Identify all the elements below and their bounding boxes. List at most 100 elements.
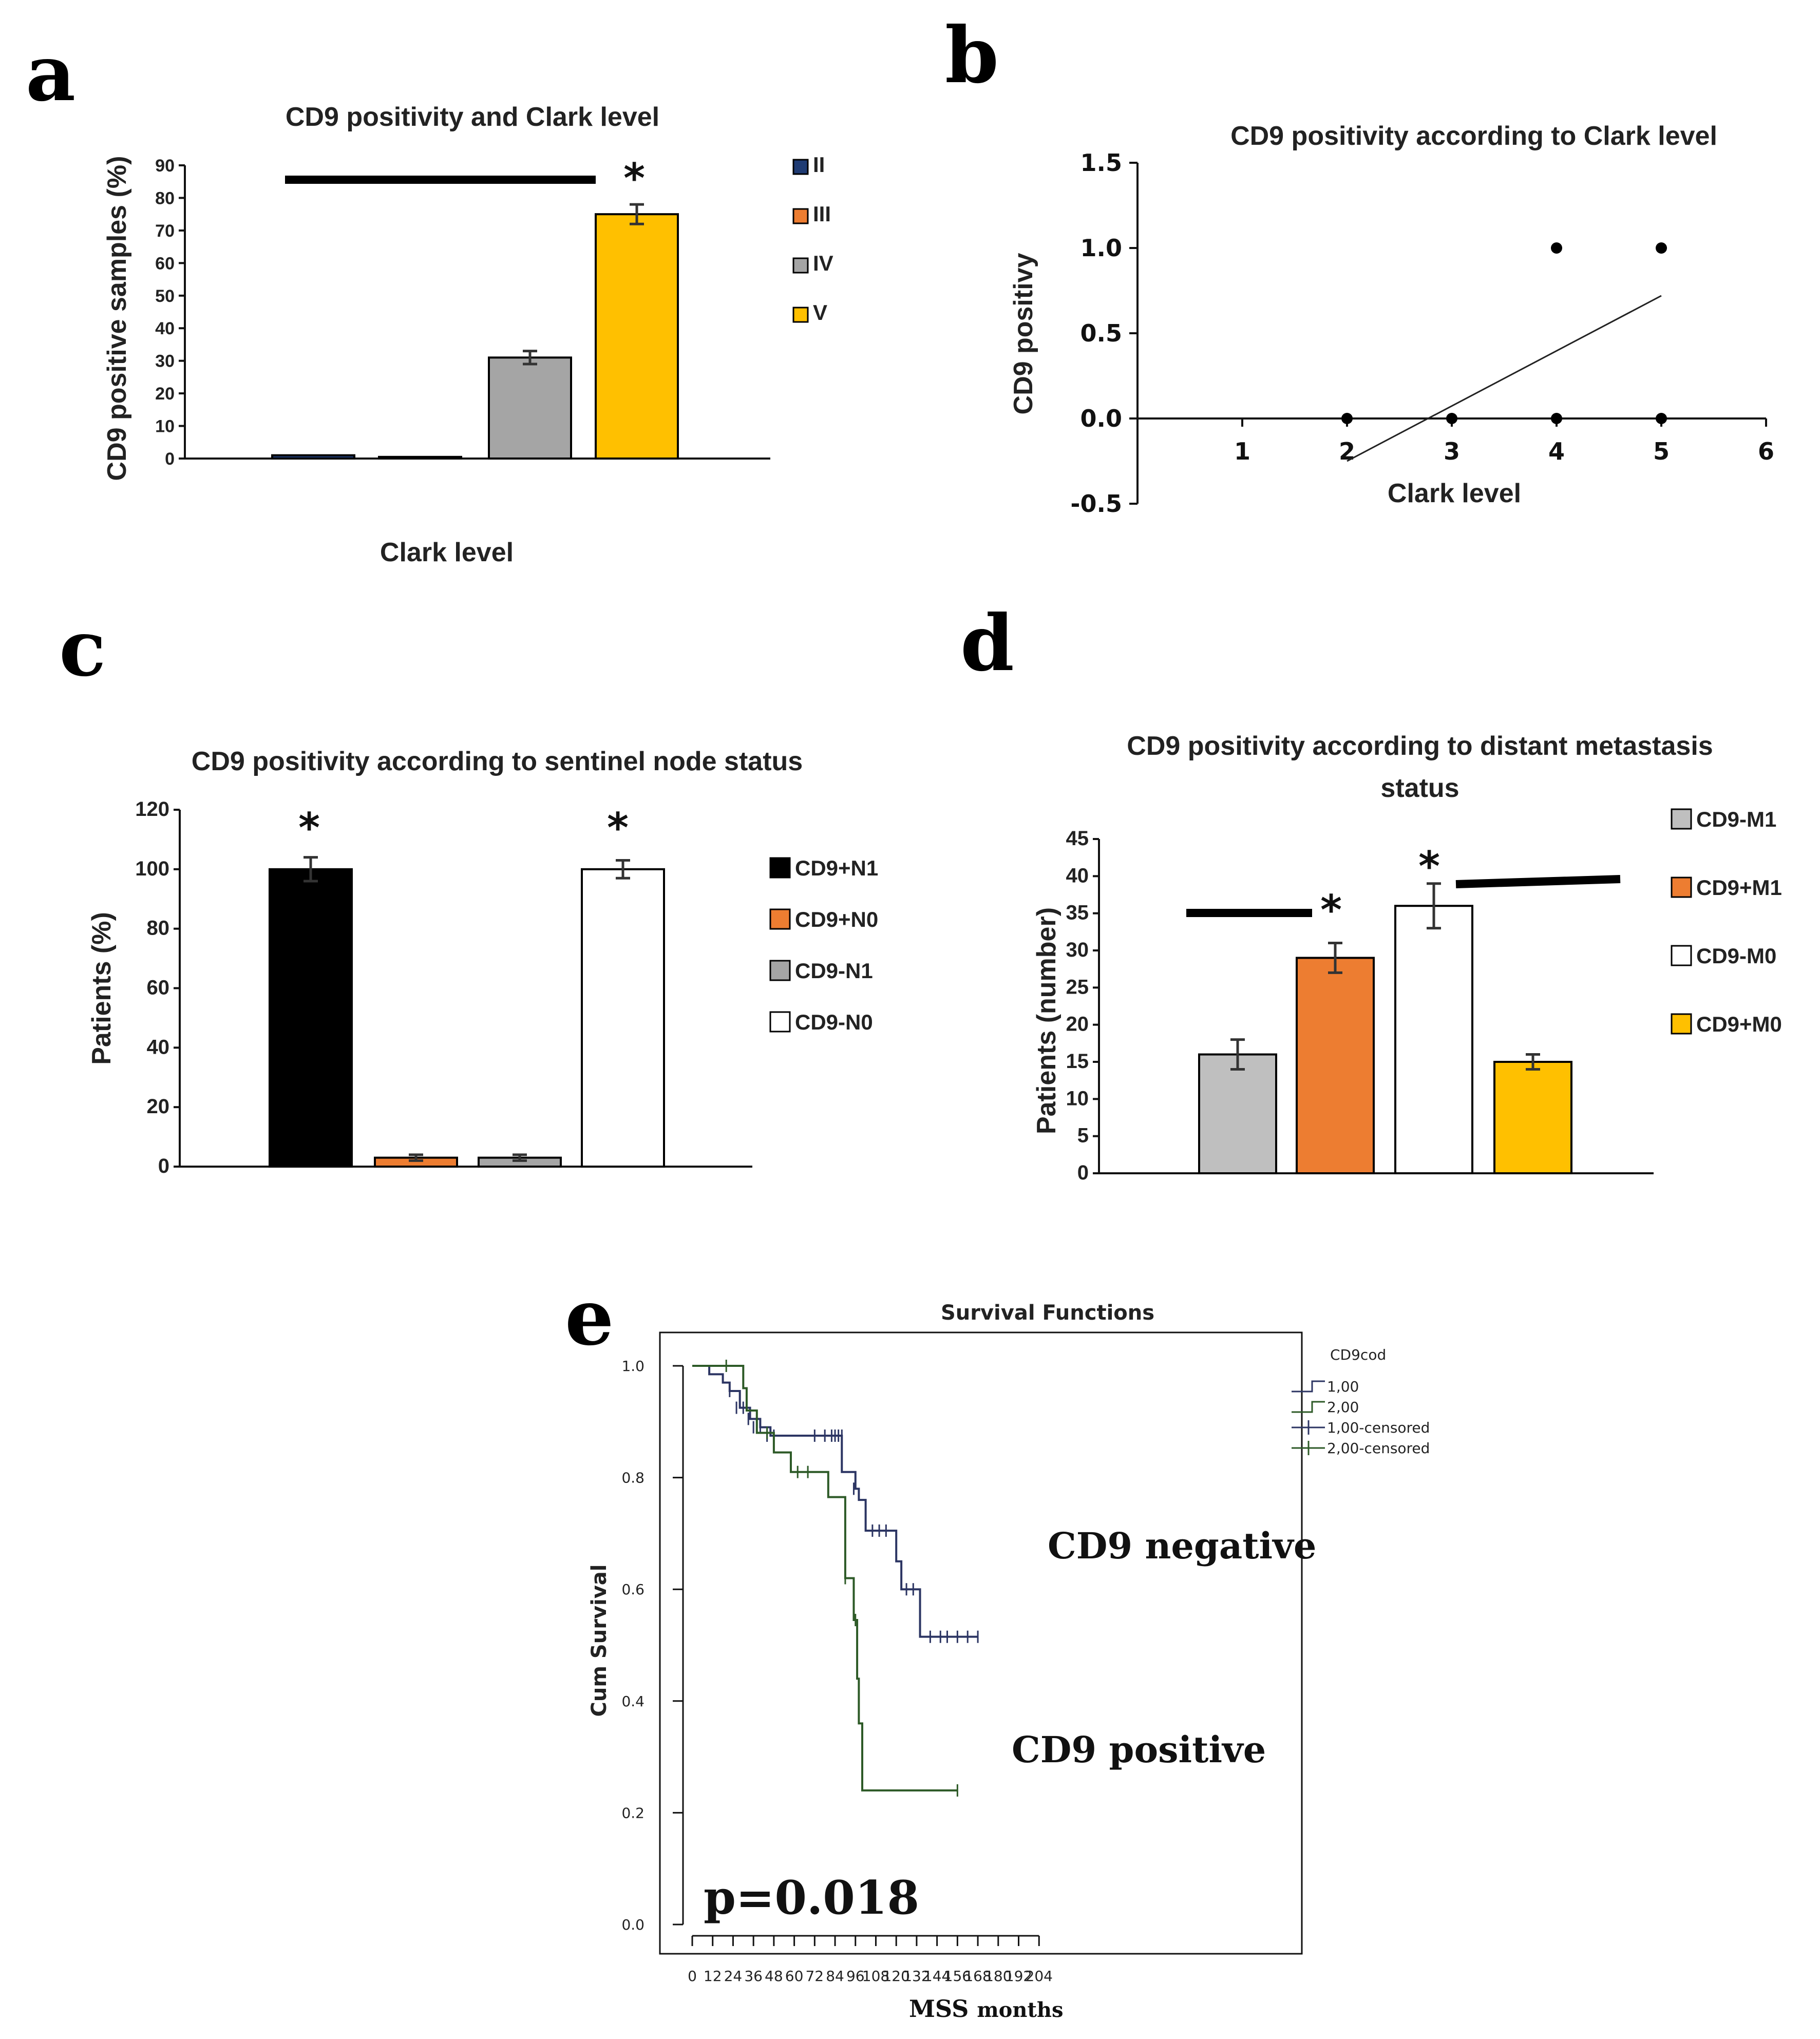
panel-c-ytick-label: 40 [147, 1036, 170, 1058]
panel-d-ytick-label: 45 [1066, 827, 1089, 850]
panel-e-xtick-label: 12 [704, 1968, 722, 1985]
panel-e-legend-label-2: 1,00-censored [1327, 1419, 1430, 1436]
panel-a-legend-label-2: IV [813, 251, 833, 275]
panel-e: e Survival Functions Cum Survival MSS mo… [565, 1272, 1430, 2023]
panel-e-ytick-label: 0.2 [621, 1804, 644, 1821]
panel-d-letter: d [960, 598, 1014, 689]
panel-d-ytick-label: 40 [1066, 864, 1089, 887]
panel-c-star-2: * [607, 804, 629, 852]
panel-b-letter: b [945, 10, 999, 101]
panel-e-title: Survival Functions [941, 1301, 1154, 1325]
panel-a-bar-2 [488, 356, 572, 460]
panel-e-xtick-label: 24 [724, 1968, 743, 1985]
panel-e-ytick-label: 0.8 [621, 1470, 644, 1487]
panel-e-letter: e [565, 1272, 614, 1363]
panel-e-pvalue: p=0.018 [704, 1871, 919, 1925]
panel-d-star-2: * [1418, 843, 1440, 890]
panel-e-legend-swatch-1 [1292, 1401, 1325, 1413]
panel-a-ytick-label: 40 [155, 319, 175, 338]
panel-e-xtick-label: 48 [765, 1968, 783, 1985]
panel-e-legend: CD9cod 1,00 2,00 1,00-censored 2,00-censored [1292, 1346, 1430, 1457]
panel-e-plot: 0.0 0.2 0.4 0.6 0.8 1.0 0 12 24 36 48 60 72 84 9610812… [621, 1331, 1303, 1985]
panel-c-ytick-label: 100 [135, 857, 169, 880]
panel-b-plot: -0.50.00.51.01.51 2 3 4 5 6 [1070, 149, 1774, 518]
panel-c-ytick-label: 80 [147, 917, 170, 940]
panel-d-title-line1: CD9 positivity according to distant meta… [1127, 731, 1713, 761]
panel-a-legend-swatch-0 [792, 159, 809, 175]
panel-b-xlabel: Clark level [1388, 479, 1521, 508]
panel-d-bar-1 [1296, 957, 1375, 1174]
panel-d-legend-label-2: CD9-M0 [1696, 944, 1776, 968]
panel-d-ytick-label: 35 [1066, 902, 1089, 924]
panel-b-xtick-label: 6 [1758, 437, 1774, 465]
panel-e-ylabel: Cum Survival [587, 1564, 611, 1717]
panel-c-ytick-label: 60 [147, 977, 170, 999]
panel-d-legend-label-0: CD9-M1 [1696, 807, 1776, 831]
panel-d-ytick-label: 10 [1066, 1087, 1089, 1110]
panel-a-ytick-label: 20 [155, 384, 175, 404]
panel-e-xtick-label: 192 [1005, 1968, 1032, 1985]
panel-c-legend-swatch-2 [769, 960, 791, 981]
panel-e-xtick-label: 36 [744, 1968, 763, 1985]
panel-b-ytick-label: 1.5 [1080, 149, 1123, 177]
panel-d-bar-2 [1394, 905, 1473, 1174]
panel-c-plot: 0 20 40 60 80 100 120 [135, 798, 752, 1177]
panel-a: a CD9 positivity and Clark level CD9 pos… [26, 28, 833, 567]
panel-d-legend-swatch-2 [1671, 945, 1692, 966]
panel-b-ytick-label: 0.5 [1080, 319, 1123, 347]
panel-e-ytick-label: 1.0 [621, 1358, 644, 1375]
panel-b-xtick-label: 1 [1234, 437, 1250, 465]
panel-e-series-0-line [692, 1365, 978, 1638]
panel-c-legend-label-2: CD9-N1 [795, 959, 873, 983]
panel-c-ytick-label: 0 [158, 1155, 169, 1177]
panel-d-significance-bar-2 [1455, 875, 1621, 888]
panel-e-legend-label-3: 2,00-censored [1327, 1440, 1430, 1457]
panel-c-bar-0 [269, 868, 353, 1168]
panel-b-point-1 [1446, 413, 1457, 424]
panel-e-xtick-label: 156 [944, 1968, 971, 1985]
panel-b-ytick-label: 1.0 [1080, 234, 1123, 262]
panel-a-bar-3 [595, 213, 679, 460]
panel-a-letter: a [26, 28, 75, 119]
panel-a-xlabel: Clark level [380, 538, 514, 567]
panel-a-legend-swatch-1 [792, 208, 809, 224]
panel-c-legend: CD9+N1 CD9+N0 CD9-N1 CD9-N0 [769, 856, 878, 1034]
panel-e-xtick-label: 168 [964, 1968, 991, 1985]
panel-c-legend-swatch-0 [769, 857, 791, 879]
panel-c-legend-swatch-3 [769, 1011, 791, 1033]
panel-d-legend-swatch-3 [1671, 1013, 1692, 1035]
panel-a-star: * [623, 155, 645, 202]
panel-b-point-0 [1341, 413, 1353, 424]
panel-d-ytick-label: 0 [1077, 1161, 1089, 1184]
panel-b-ytick-label: -0.5 [1070, 490, 1122, 518]
panel-d-title-line2: status [1380, 773, 1459, 803]
panel-e-annotation-positive: CD9 positive [1012, 1728, 1266, 1771]
panel-e-xtick-label: 204 [1026, 1968, 1053, 1985]
panel-d: d CD9 positivity according to distant me… [960, 598, 1782, 1184]
panel-e-xlabel-main: MSS [909, 1995, 969, 2023]
panel-e-xtick-label: 144 [923, 1968, 951, 1985]
panel-e-xtick-label: 96 [846, 1968, 865, 1985]
panel-c-ytick-label: 120 [135, 798, 169, 821]
panel-d-ylabel: Patients (number) [1032, 907, 1061, 1134]
panel-d-ytick-label: 30 [1066, 939, 1089, 961]
panel-b-xtick-label: 4 [1548, 437, 1565, 465]
panel-c: c CD9 positivity according to sentinel n… [59, 603, 878, 1177]
panel-e-legend-label-1: 2,00 [1327, 1399, 1359, 1416]
panel-c-letter: c [59, 603, 106, 694]
panel-e-xlabel-unit: months [977, 1998, 1063, 2022]
panel-e-legend-swatch-0 [1292, 1380, 1325, 1393]
panel-a-legend-swatch-3 [792, 307, 809, 323]
panel-a-legend-swatch-2 [792, 257, 809, 274]
panel-b-fit-line [1347, 295, 1662, 462]
panel-c-star-1: * [298, 804, 320, 852]
panel-c-ylabel: Patients (%) [87, 912, 117, 1065]
panel-a-legend-label-0: II [813, 153, 825, 177]
panel-b-point-3 [1656, 413, 1667, 424]
panel-d-ytick-label: 25 [1066, 976, 1089, 998]
panel-a-ytick-label: 90 [155, 156, 175, 176]
panel-e-xtick-label: 132 [903, 1968, 930, 1985]
panel-e-plot-frame [659, 1331, 1303, 1955]
